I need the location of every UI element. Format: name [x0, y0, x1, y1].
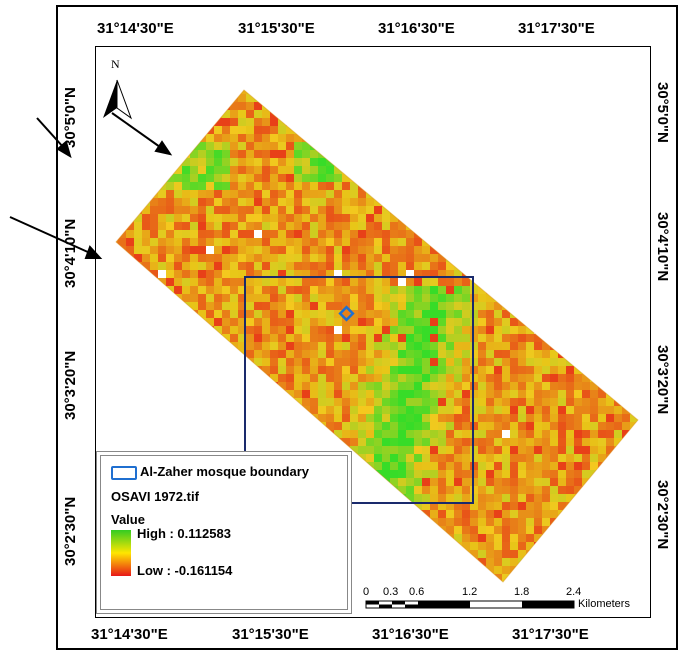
bottom-tick-1: 31°14'30"E	[91, 626, 168, 643]
scale-bar	[365, 600, 575, 609]
boundary-legend-label: Al-Zaher mosque boundary	[140, 464, 310, 479]
map-neatline	[95, 46, 651, 618]
scale-tick-2: 0.6	[409, 586, 425, 598]
study-extent-box	[244, 276, 474, 504]
annotation-arrow-3	[9, 216, 103, 259]
top-tick-3: 31°16'30"E	[378, 20, 455, 37]
high-value-label: High : 0.112583	[137, 526, 231, 541]
top-tick-2: 31°15'30"E	[238, 20, 315, 37]
mosque-boundary	[338, 305, 355, 322]
bottom-tick-4: 31°17'30"E	[512, 626, 589, 643]
raster-outline	[115, 89, 639, 583]
scale-tick-5: 2.4	[566, 586, 582, 598]
annotation-arrow-2	[111, 112, 173, 156]
legend-inner-border	[100, 455, 348, 610]
boundary-swatch	[111, 466, 137, 480]
scale-tick-1: 0.3	[383, 586, 399, 598]
top-tick-1: 31°14'30"E	[97, 20, 174, 37]
annotation-arrow-1	[36, 117, 72, 159]
bottom-tick-2: 31°15'30"E	[232, 626, 309, 643]
map-legend: Al-Zaher mosque boundary OSAVI 1972.tif …	[96, 451, 352, 614]
north-label: N	[111, 57, 120, 71]
raster-name: OSAVI 1972.tif	[111, 489, 199, 504]
scale-tick-4: 1.8	[514, 586, 530, 598]
top-tick-4: 31°17'30"E	[518, 20, 595, 37]
scale-tick-0: 0	[363, 586, 370, 598]
scale-tick-3: 1.2	[462, 586, 478, 598]
scale-unit: Kilometers	[578, 598, 630, 610]
north-arrow-icon	[103, 79, 133, 120]
value-title: Value	[111, 512, 145, 527]
color-ramp	[111, 530, 131, 576]
map-frame	[56, 5, 678, 650]
bottom-tick-3: 31°16'30"E	[372, 626, 449, 643]
low-value-label: Low : -0.161154	[137, 563, 233, 578]
